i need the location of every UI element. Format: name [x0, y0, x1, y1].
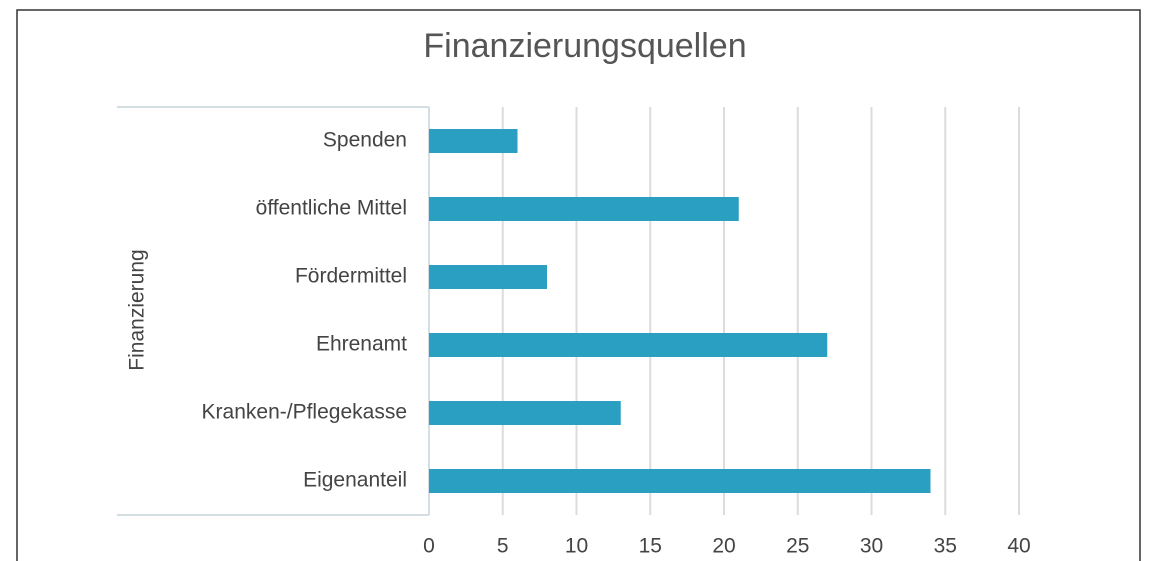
x-tick-label: 15 [639, 535, 662, 558]
x-tick-label: 40 [1007, 535, 1030, 558]
bar [429, 469, 931, 493]
x-tick-label: 35 [934, 535, 957, 558]
y-tick-label: Eigenanteil [303, 469, 407, 492]
x-tick-label: 10 [565, 535, 588, 558]
bar [429, 197, 739, 221]
bar [429, 265, 547, 289]
bar [429, 333, 828, 357]
x-tick-label: 5 [497, 535, 509, 558]
y-tick-label: Ehrenamt [316, 333, 407, 356]
bar [429, 401, 621, 425]
y-tick-label: öffentliche Mittel [256, 197, 407, 220]
y-tick-label: Kranken-/Pflegekasse [202, 401, 407, 424]
y-axis-label: Finanzierung [126, 249, 149, 370]
x-tick-label: 20 [712, 535, 735, 558]
bar [429, 129, 518, 153]
x-tick-label: 0 [423, 535, 435, 558]
frame [16, 9, 1141, 561]
y-tick-label: Fördermittel [295, 265, 407, 288]
chart-title: Finanzierungsquellen [423, 27, 746, 65]
y-tick-label: Spenden [323, 129, 407, 152]
x-tick-label: 30 [860, 535, 883, 558]
x-tick-label: 25 [786, 535, 809, 558]
